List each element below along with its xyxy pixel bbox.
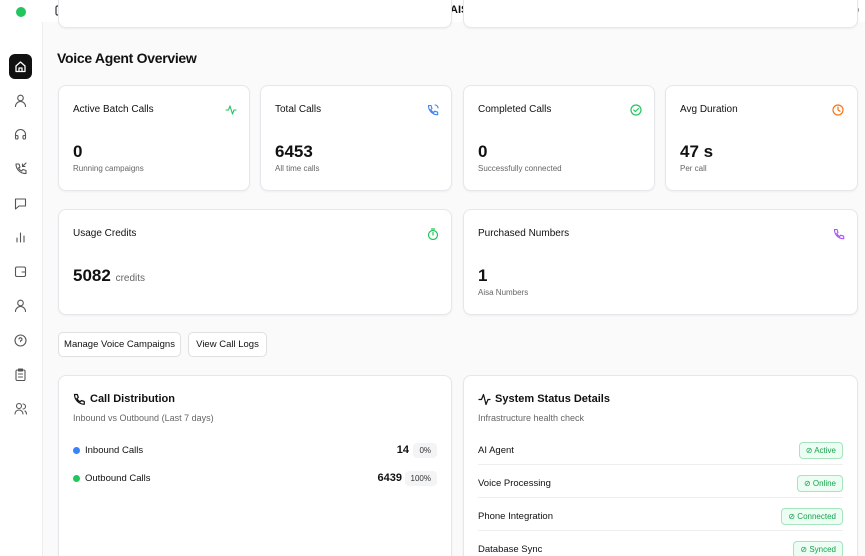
stat-label: Avg Duration [680, 104, 738, 115]
stat-icon [225, 105, 237, 115]
card-title: Call Distribution [90, 393, 175, 405]
button[interactable]: View Call Logs [188, 332, 267, 357]
nav-profile[interactable] [14, 299, 27, 312]
nav-help[interactable] [14, 334, 27, 347]
card-title: System Status Details [495, 393, 610, 405]
row-name: Database Sync [478, 544, 543, 555]
nav-home[interactable] [14, 60, 27, 73]
usage-icon [427, 228, 439, 240]
nav-headset[interactable] [14, 128, 27, 141]
row-name: Inbound Calls [85, 445, 144, 456]
page-title: Voice Agent Overview [57, 50, 197, 66]
sidebar [0, 22, 43, 556]
stat-value: 0 [73, 142, 83, 161]
purchased-sub: Aisa Numbers [478, 288, 529, 297]
separator [478, 464, 843, 465]
nav-analytics[interactable] [14, 231, 27, 244]
row-percent: 100% [404, 471, 437, 486]
stat-icon [427, 104, 439, 116]
status-pill: ⊘ Synced [793, 541, 843, 556]
button[interactable]: Manage Voice Campaigns [58, 332, 181, 357]
status-text: Active [814, 446, 836, 455]
status-text: Connected [797, 512, 836, 521]
card-subtitle: Infrastructure health check [478, 413, 585, 423]
row-name: AI Agent [478, 445, 514, 456]
nav-wallet[interactable] [14, 265, 27, 278]
stat-value: 6453 [275, 142, 313, 161]
row-percent: 0% [413, 443, 437, 458]
separator [478, 497, 843, 498]
stat-value: 47 s [680, 142, 714, 161]
usage-value: 5082 credits [73, 266, 145, 286]
stat-icon [630, 104, 642, 116]
stat-icon [832, 104, 844, 116]
stat-value: 0 [478, 142, 488, 161]
nav-user[interactable] [14, 94, 27, 107]
usage-number: 5082 [73, 266, 111, 285]
stat-card: Active Batch Calls 0 Running campaigns [58, 85, 250, 191]
separator [478, 530, 843, 531]
row-count: 14 [396, 444, 409, 456]
status-text: Online [812, 479, 836, 488]
nav-clipboard[interactable] [14, 368, 27, 381]
nav-team[interactable] [14, 402, 27, 415]
stat-card: Total Calls 6453 All time calls [260, 85, 452, 191]
stat-label: Active Batch Calls [73, 104, 154, 115]
purchased-label: Purchased Numbers [478, 228, 570, 239]
stat-sub: Successfully connected [478, 164, 562, 173]
stat-sub: Running campaigns [73, 164, 144, 173]
stat-label: Completed Calls [478, 104, 552, 115]
system-status-card: System Status Details Infrastructure hea… [463, 375, 858, 556]
activity-icon [478, 393, 491, 406]
stat-card: Avg Duration 47 s Per call [665, 85, 858, 191]
usage-unit: credits [115, 273, 146, 284]
stat-card: Completed Calls 0 Successfully connected [463, 85, 655, 191]
purchased-value: 1 [478, 266, 488, 285]
card-edge [58, 0, 452, 28]
legend-dot [73, 447, 80, 454]
status-text: Synced [809, 545, 836, 554]
card-edge [463, 0, 858, 28]
nav-messages[interactable] [14, 197, 27, 210]
row-name: Voice Processing [478, 478, 551, 489]
row-name: Outbound Calls [85, 473, 151, 484]
card-subtitle: Inbound vs Outbound (Last 7 days) [73, 413, 214, 423]
call-distribution-card: Call Distribution Inbound vs Outbound (L… [58, 375, 452, 556]
status-dot [16, 7, 26, 17]
phone-icon [73, 393, 85, 405]
stat-label: Total Calls [275, 104, 322, 115]
status-pill: ⊘ Online [796, 475, 843, 492]
stat-sub: All time calls [275, 164, 320, 173]
row-name: Phone Integration [478, 511, 554, 522]
stat-sub: Per call [680, 164, 707, 173]
usage-card: Usage Credits 5082 credits [58, 209, 452, 315]
status-pill: ⊘ Connected [781, 508, 843, 525]
status-pill: ⊘ Active [798, 442, 843, 459]
legend-dot [73, 475, 80, 482]
row-count: 6439 [377, 472, 402, 484]
nav-calls[interactable] [14, 162, 27, 175]
purchased-icon [833, 228, 845, 240]
usage-label: Usage Credits [73, 228, 137, 239]
purchased-card: Purchased Numbers 1 Aisa Numbers [463, 209, 858, 315]
